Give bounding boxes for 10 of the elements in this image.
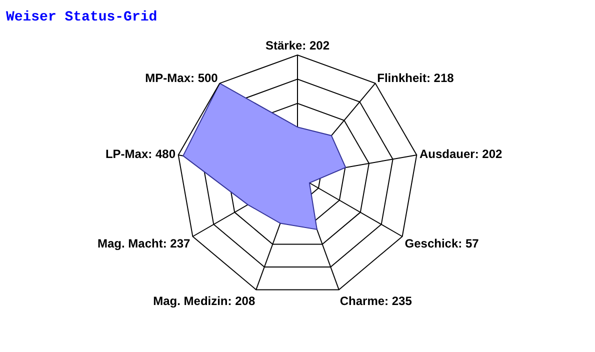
spoke-label: MP-Max: 500	[145, 70, 218, 85]
spoke-label: Mag. Medizin: 208	[153, 294, 256, 308]
spoke-label: Charme: 235	[340, 294, 412, 308]
spoke-label: Ausdauer: 202	[420, 147, 503, 162]
chart-title: Weiser Status-Grid	[6, 9, 158, 26]
spoke-label: LP-Max: 480	[105, 147, 176, 162]
spoke-label: Mag. Macht: 237	[97, 236, 191, 251]
spoke-label: Geschick: 57	[404, 236, 480, 251]
spoke-label: Flinkheit: 218	[377, 70, 454, 85]
spoke-label: Stärke: 202	[265, 38, 330, 53]
